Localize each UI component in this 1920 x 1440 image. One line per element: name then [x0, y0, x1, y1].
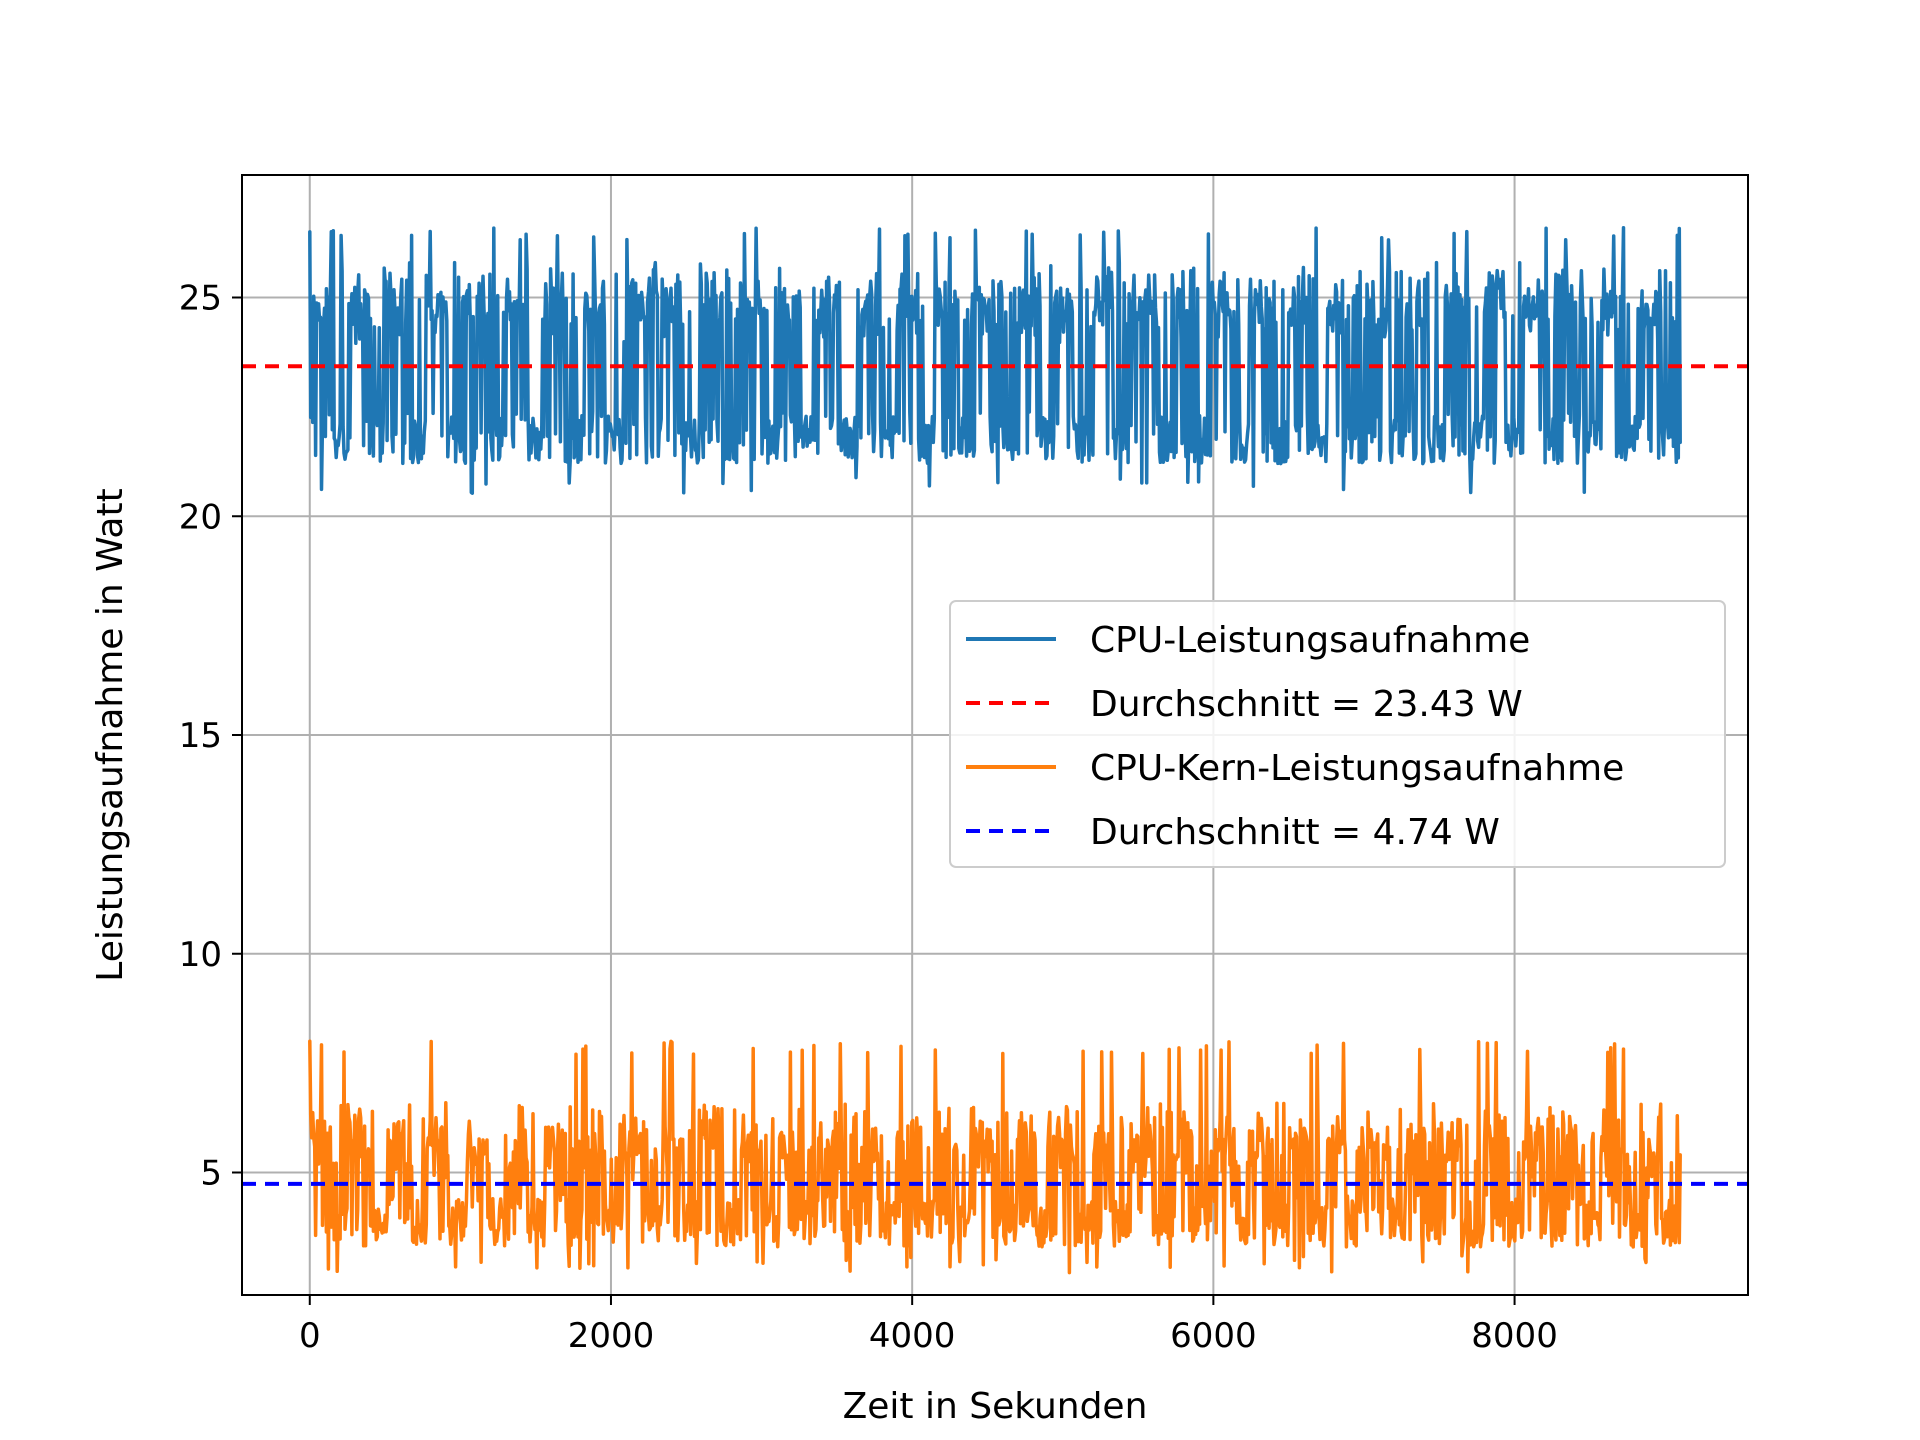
y-tick-label: 5 — [200, 1154, 222, 1194]
series-line — [308, 1039, 1682, 1275]
legend: CPU-Leistungsaufnahme Durchschnitt = 23.4… — [949, 600, 1726, 868]
x-tick-label: 6000 — [1170, 1316, 1257, 1356]
x-tick-label: 0 — [299, 1316, 321, 1356]
series-line — [308, 225, 1682, 495]
legend-label: CPU-Kern-Leistungsaufnahme — [1090, 748, 1624, 789]
legend-label: Durchschnitt = 23.43 W — [1090, 684, 1523, 725]
y-tick-label: 10 — [179, 935, 222, 975]
legend-box — [949, 600, 1726, 868]
y-tick-label: 20 — [179, 497, 222, 537]
legend-label: Durchschnitt = 4.74 W — [1090, 812, 1500, 853]
x-axis-label: Zeit in Sekunden — [843, 1386, 1148, 1427]
axis-ticks: 0 2000 4000 6000 8000 5 10 15 20 25 — [179, 279, 1558, 1357]
y-axis-label: Leistungsaufnahme in Watt — [90, 488, 131, 981]
legend-label: CPU-Leistungsaufnahme — [1090, 620, 1530, 661]
y-tick-label: 15 — [179, 716, 222, 756]
x-tick-label: 2000 — [568, 1316, 655, 1356]
y-tick-label: 25 — [179, 279, 222, 319]
x-tick-label: 8000 — [1471, 1316, 1558, 1356]
series-group — [242, 225, 1748, 1275]
x-tick-label: 4000 — [869, 1316, 956, 1356]
